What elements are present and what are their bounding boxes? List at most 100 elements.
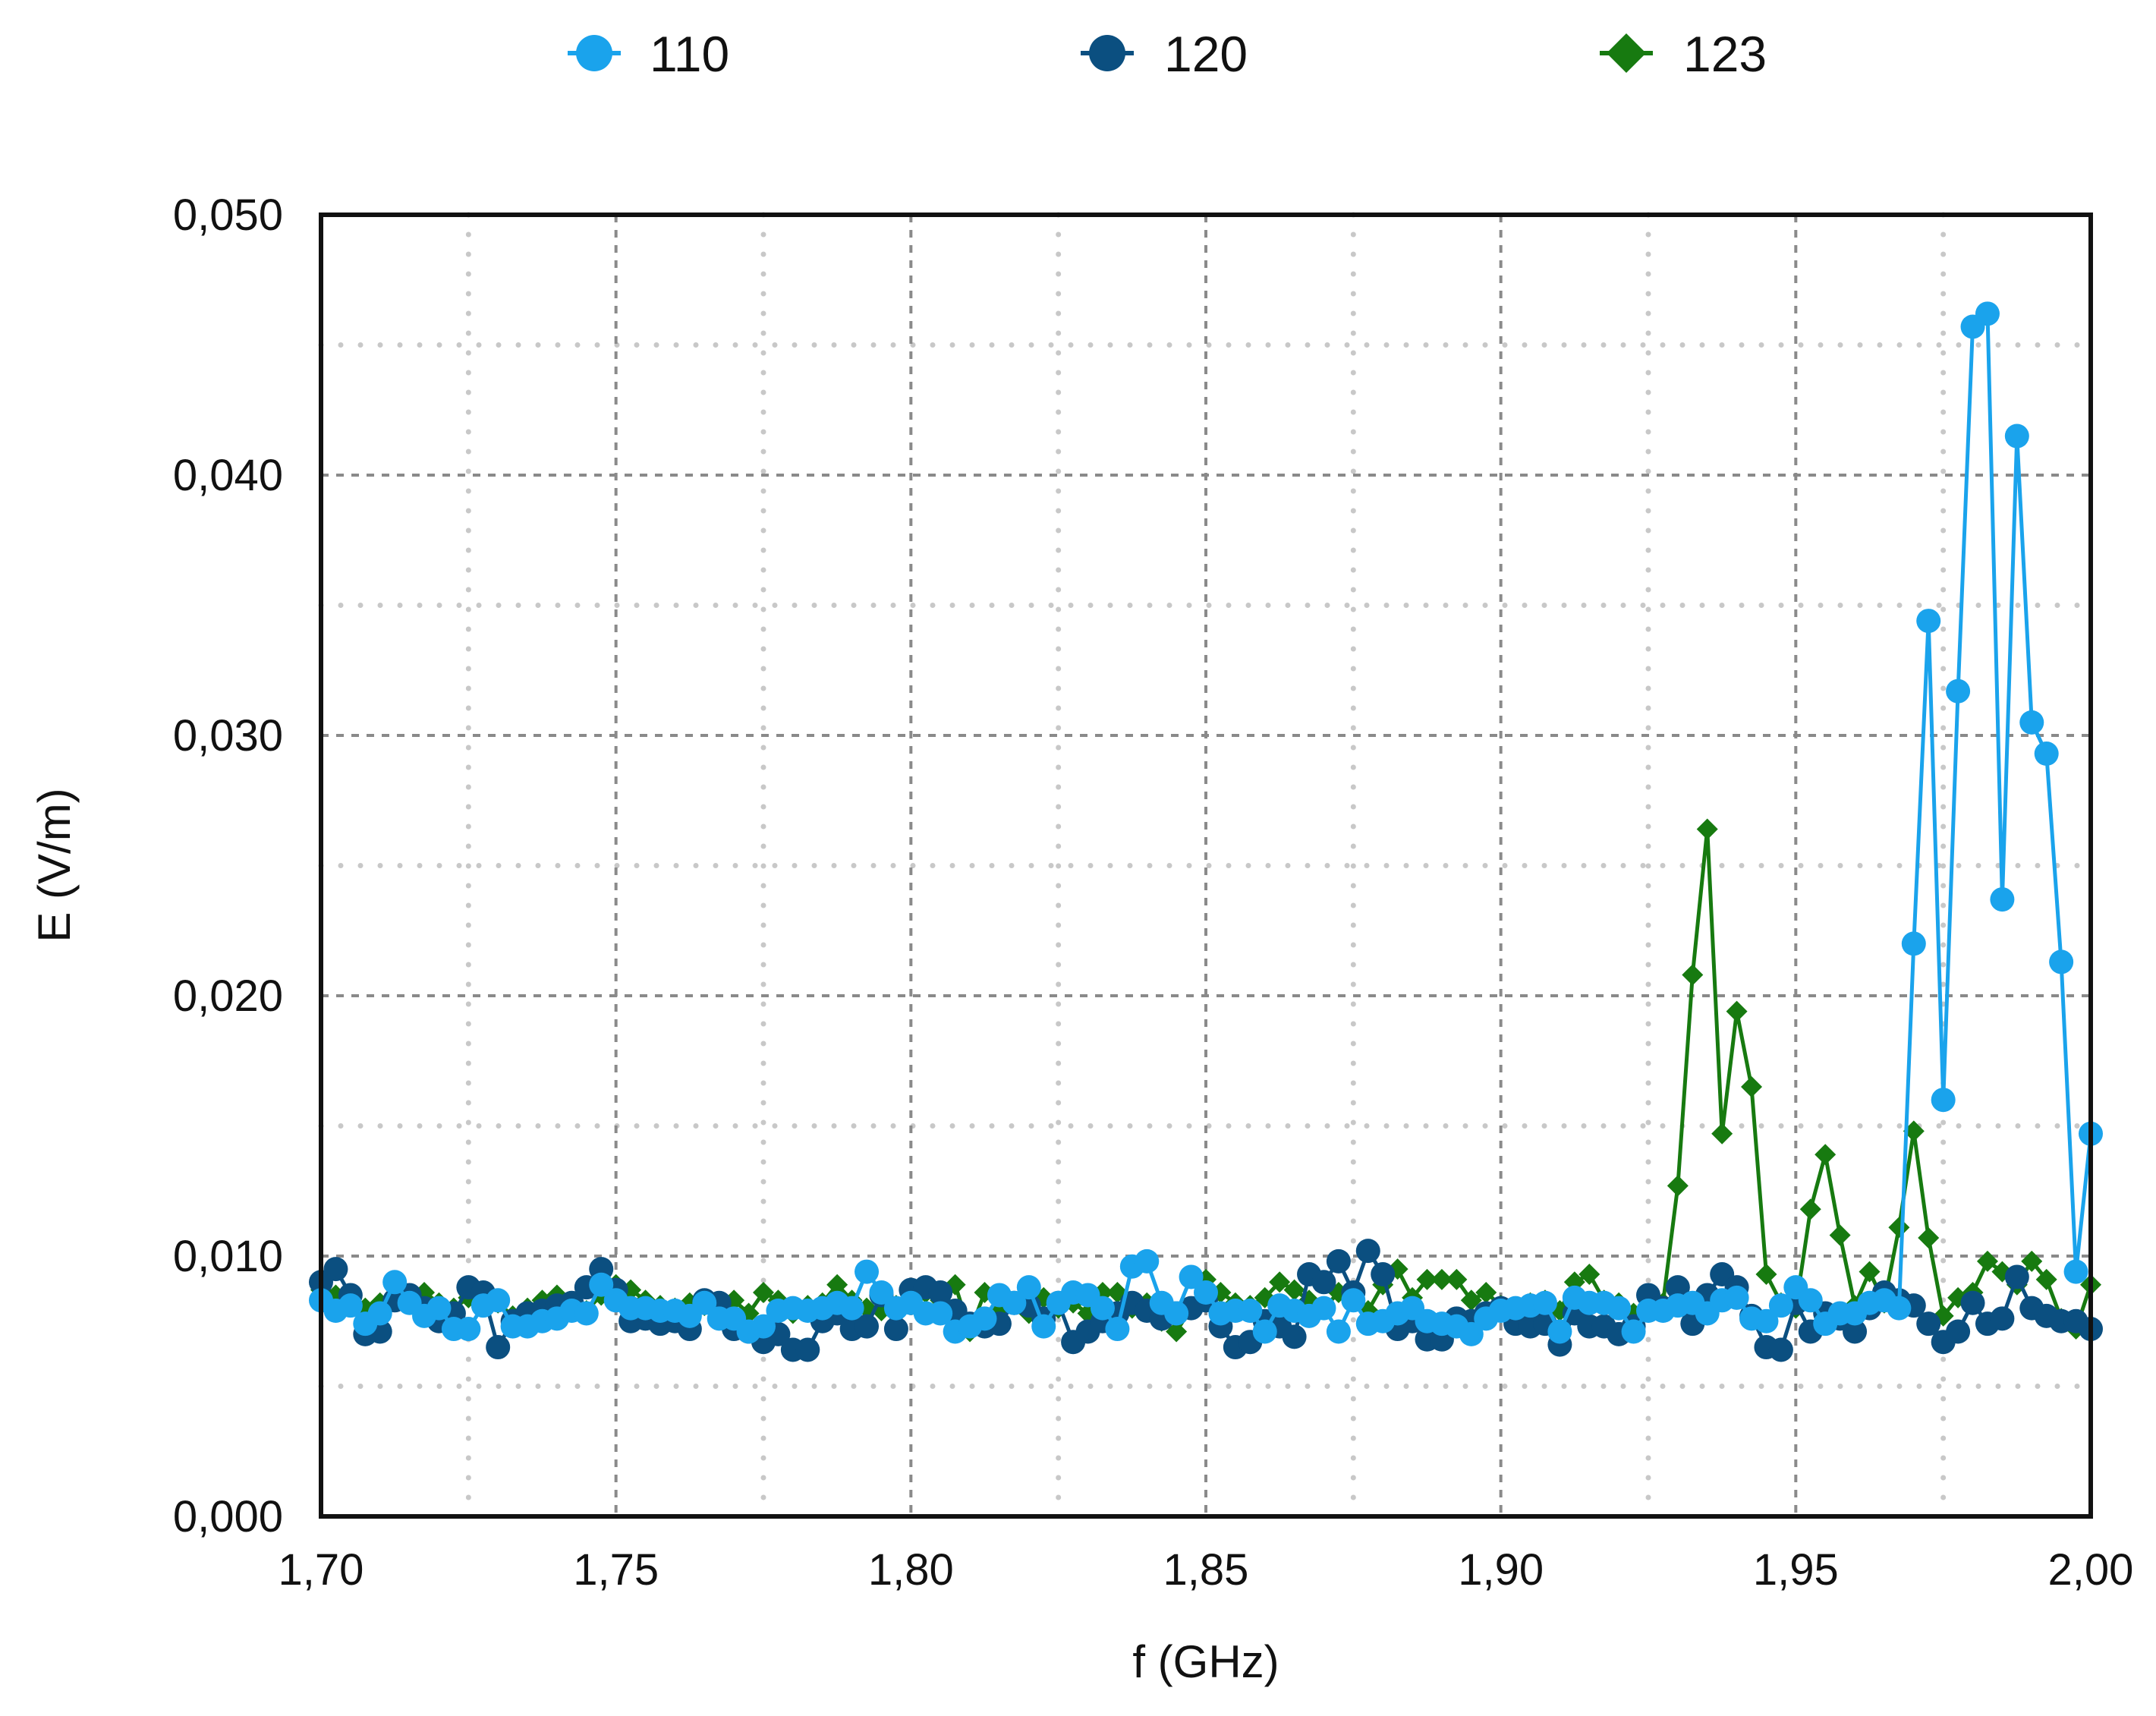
data-point-120 — [1355, 1239, 1380, 1264]
y-tick-label: 0,050 — [173, 190, 283, 240]
data-point-120 — [795, 1337, 820, 1362]
x-axis-ticks: 1,70 1,75 1,80 1,85 1,90 1,95 2,00 — [279, 1545, 2134, 1595]
data-point-110 — [1887, 1296, 1912, 1321]
data-point-123 — [1682, 964, 1704, 986]
data-point-123 — [826, 1274, 848, 1296]
data-point-110 — [1002, 1290, 1027, 1315]
data-point-110 — [1135, 1248, 1160, 1274]
data-point-123 — [2021, 1250, 2043, 1272]
data-point-110 — [1090, 1296, 1115, 1321]
data-point-110 — [1252, 1319, 1277, 1344]
y-axis-title: E (V/m) — [29, 788, 80, 942]
data-point-120 — [883, 1317, 908, 1342]
legend-label-123: 123 — [1683, 26, 1767, 82]
data-point-123 — [1859, 1261, 1881, 1283]
data-point-110 — [338, 1293, 363, 1318]
data-point-123 — [1269, 1271, 1291, 1293]
data-point-110 — [1311, 1296, 1336, 1321]
legend-marker-120 — [1089, 35, 1125, 71]
data-point-123 — [753, 1282, 774, 1304]
data-point-123 — [2035, 1268, 2057, 1290]
legend-label-120: 120 — [1164, 26, 1248, 82]
x-tick-label: 1,75 — [573, 1545, 659, 1595]
data-point-110 — [2004, 423, 2029, 449]
data-point-120 — [486, 1335, 511, 1360]
data-point-120 — [928, 1280, 953, 1305]
data-point-110 — [692, 1290, 717, 1315]
data-point-123 — [1283, 1279, 1305, 1301]
data-point-120 — [2004, 1264, 2029, 1289]
legend-label-110: 110 — [650, 26, 729, 82]
data-point-110 — [972, 1306, 997, 1331]
data-point-123 — [1976, 1250, 1998, 1272]
data-point-110 — [855, 1259, 880, 1284]
data-point-110 — [1532, 1290, 1557, 1315]
x-tick-label: 1,70 — [279, 1545, 364, 1595]
data-point-110 — [1341, 1288, 1366, 1313]
data-point-110 — [1326, 1319, 1351, 1344]
data-point-123 — [1903, 1120, 1925, 1142]
data-point-110 — [1990, 887, 2015, 912]
data-point-110 — [1946, 679, 1971, 704]
data-point-123 — [1918, 1226, 1940, 1248]
data-point-123 — [1460, 1289, 1482, 1311]
data-point-110 — [1238, 1299, 1263, 1324]
data-point-110 — [928, 1301, 953, 1326]
data-point-123 — [1741, 1076, 1763, 1098]
data-point-110 — [1768, 1293, 1793, 1318]
legend-marker-123 — [1607, 33, 1646, 73]
data-point-120 — [1843, 1319, 1868, 1344]
x-tick-label: 1,90 — [1458, 1545, 1544, 1595]
series-110 — [309, 301, 2103, 1346]
data-point-110 — [589, 1272, 614, 1297]
data-point-110 — [1016, 1275, 1041, 1300]
data-point-120 — [1311, 1270, 1336, 1295]
data-point-120 — [1665, 1275, 1690, 1300]
data-point-123 — [1431, 1268, 1453, 1290]
data-point-110 — [1179, 1264, 1204, 1289]
data-point-120 — [323, 1257, 348, 1282]
data-point-110 — [382, 1270, 408, 1295]
data-point-120 — [1990, 1306, 2015, 1331]
data-point-110 — [574, 1301, 599, 1326]
data-point-110 — [2063, 1259, 2088, 1284]
data-point-123 — [1815, 1144, 1837, 1166]
data-point-120 — [1768, 1337, 1793, 1362]
x-tick-label: 1,95 — [1753, 1545, 1839, 1595]
data-point-110 — [1798, 1288, 1823, 1313]
data-point-110 — [1621, 1319, 1646, 1344]
x-tick-label: 1,80 — [868, 1545, 954, 1595]
data-point-120 — [1916, 1311, 1941, 1337]
data-point-120 — [1371, 1262, 1396, 1287]
data-point-110 — [751, 1314, 776, 1339]
data-point-123 — [1829, 1224, 1851, 1246]
data-point-120 — [855, 1314, 880, 1339]
y-tick-label: 0,030 — [173, 711, 283, 760]
x-axis-title: f (GHz) — [1132, 1636, 1279, 1687]
legend-item-120: 120 — [1081, 26, 1248, 82]
series-layer — [309, 301, 2103, 1362]
data-point-123 — [1755, 1264, 1777, 1286]
x-tick-label: 1,85 — [1163, 1545, 1249, 1595]
y-tick-label: 0,010 — [173, 1232, 283, 1281]
data-point-110 — [2019, 710, 2044, 735]
data-point-123 — [1166, 1321, 1188, 1343]
legend: 110 120 123 — [568, 26, 1767, 82]
data-point-123 — [1696, 818, 1718, 840]
x-tick-label: 2,00 — [2048, 1545, 2134, 1595]
plot-frame — [319, 213, 2093, 1519]
data-point-110 — [1031, 1314, 1056, 1339]
data-point-110 — [1901, 931, 1926, 956]
data-point-123 — [1416, 1268, 1438, 1290]
data-point-110 — [456, 1317, 481, 1342]
y-tick-label: 0,040 — [173, 451, 283, 500]
data-point-110 — [1975, 301, 2000, 326]
data-point-110 — [2049, 949, 2074, 974]
data-point-120 — [1282, 1324, 1307, 1349]
legend-item-123: 123 — [1600, 26, 1767, 82]
legend-marker-110 — [576, 35, 612, 71]
data-point-110 — [1916, 609, 1941, 634]
data-point-110 — [1724, 1285, 1749, 1310]
